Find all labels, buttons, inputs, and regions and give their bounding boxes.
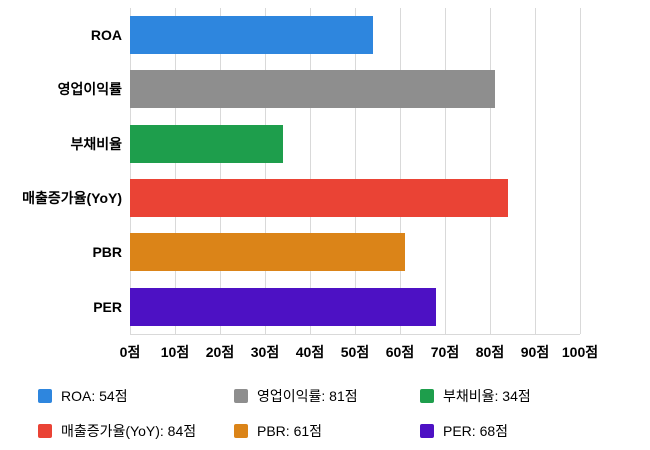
legend-item: 부채비율: 34점 <box>420 386 620 406</box>
x-tick-label: 10점 <box>160 344 190 360</box>
legend-item: 영업이익률: 81점 <box>234 386 420 406</box>
x-tick-label: 90점 <box>520 344 550 360</box>
bar <box>130 124 283 163</box>
gridline <box>580 8 581 334</box>
category-label: ROA <box>90 27 122 44</box>
legend-label: 매출증가율(YoY): 84점 <box>61 423 197 439</box>
bar <box>130 16 373 55</box>
gridline <box>535 8 536 334</box>
x-tick-label: 70점 <box>430 344 460 360</box>
bar <box>130 233 405 272</box>
gridline <box>310 8 311 334</box>
category-label: 매출증가율(YoY) <box>22 190 122 207</box>
bar-row: 영업이익률 <box>0 62 580 116</box>
legend-item: 매출증가율(YoY): 84점 <box>38 421 234 441</box>
x-axis: 0점 10점 20점 30점 40점 50점 60점 70점 80점 90점 100점 <box>120 342 598 362</box>
legend-label: 영업이익률: 81점 <box>257 388 358 404</box>
gridline <box>175 8 176 334</box>
category-label: 영업이익률 <box>57 81 122 98</box>
category-label: 부채비율 <box>70 135 122 152</box>
legend-swatch <box>234 424 248 438</box>
bar-track <box>130 8 580 62</box>
x-tick-label: 60점 <box>385 344 415 360</box>
gridline <box>445 8 446 334</box>
legend-swatch <box>420 389 434 403</box>
bar-track <box>130 62 580 116</box>
legend-label: PBR: 61점 <box>257 423 323 439</box>
gridline <box>130 8 131 334</box>
bar-row: PER <box>0 280 580 334</box>
gridline <box>265 8 266 334</box>
legend-swatch <box>420 424 434 438</box>
legend-label: 부채비율: 34점 <box>443 388 531 404</box>
legend-swatch <box>38 389 52 403</box>
gridline <box>400 8 401 334</box>
x-tick-label: 80점 <box>475 344 505 360</box>
bar-track <box>130 117 580 171</box>
legend-label: PER: 68점 <box>443 423 509 439</box>
gridlines <box>130 8 581 335</box>
legend-swatch <box>38 424 52 438</box>
x-tick-label: 20점 <box>205 344 235 360</box>
bar-row: 매출증가율(YoY) <box>0 171 580 225</box>
category-label: PER <box>93 298 122 315</box>
legend-item: PBR: 61점 <box>234 421 420 441</box>
category-label: PBR <box>92 244 122 261</box>
gridline <box>355 8 356 334</box>
legend-item: PER: 68점 <box>420 421 620 441</box>
bar <box>130 287 436 326</box>
bar <box>130 70 495 109</box>
bar-row: PBR <box>0 225 580 279</box>
x-tick-label: 40점 <box>295 344 325 360</box>
x-tick-label: 0점 <box>119 344 141 360</box>
x-tick-label: 100점 <box>561 344 599 360</box>
bar-track <box>130 225 580 279</box>
bar <box>130 179 508 218</box>
x-tick-label: 30점 <box>250 344 280 360</box>
x-tick-label: 50점 <box>340 344 370 360</box>
bar-row: ROA <box>0 8 580 62</box>
bar-track <box>130 171 580 225</box>
bar-track <box>130 280 580 334</box>
legend-swatch <box>234 389 248 403</box>
gridline <box>220 8 221 334</box>
gridline <box>490 8 491 334</box>
bar-row: 부채비율 <box>0 117 580 171</box>
legend-item: ROA: 54점 <box>38 386 234 406</box>
legend-label: ROA: 54점 <box>61 388 128 404</box>
